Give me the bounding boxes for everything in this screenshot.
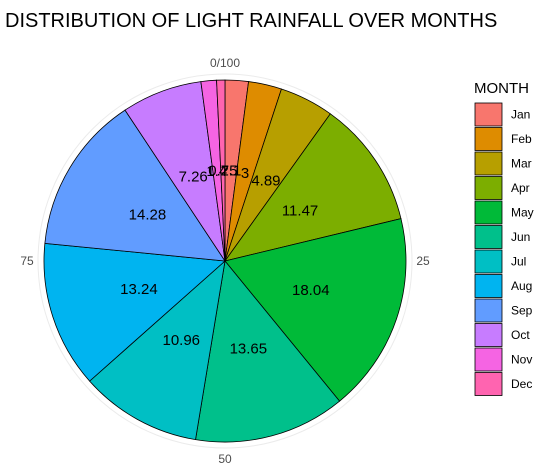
legend-label-aug: Aug: [511, 279, 532, 293]
legend-key-sep: [474, 298, 503, 323]
legend-label-apr: Apr: [511, 181, 530, 195]
legend-label-feb: Feb: [511, 132, 532, 146]
legend-items: Jan Feb Mar Apr May Jun Jul Aug Sep Oct Nov Dec: [474, 102, 534, 396]
data-label-apr: 11.47: [282, 202, 318, 219]
legend-key-nov: [474, 347, 503, 372]
legend-label-may: May: [511, 206, 534, 220]
axis-ticks: 0/100 25 50 75: [20, 56, 430, 466]
pie-slices: [43, 79, 407, 443]
legend-title: MONTH: [474, 80, 529, 97]
pie-slice-apr: [224, 113, 402, 262]
legend-label-jun: Jun: [511, 230, 530, 244]
legend-key-jan: [474, 102, 503, 127]
legend-key-oct: [474, 323, 503, 347]
axis-tick-label: 75: [20, 254, 34, 268]
legend-key-jul: [474, 249, 503, 274]
axis-tick-label: 25: [416, 254, 430, 268]
legend-key-aug: [474, 274, 503, 298]
data-label-aug: 13.24: [120, 281, 158, 298]
pie-slice-aug: [43, 242, 226, 382]
pie-slice-sep: [44, 109, 226, 262]
pie-slice-jul: [89, 259, 226, 441]
legend-label-jan: Jan: [511, 108, 530, 122]
data-label-jan: 2.1: [220, 163, 241, 180]
legend-label-dec: Dec: [511, 377, 532, 391]
legend-key-mar: [474, 151, 503, 176]
legend-label-oct: Oct: [511, 328, 530, 342]
legend-label-jul: Jul: [511, 255, 526, 269]
legend-label-sep: Sep: [511, 304, 533, 318]
axis-tick-label: 0/100: [210, 56, 240, 70]
data-label-oct: 7.26: [179, 168, 208, 185]
legend-key-feb: [474, 127, 503, 151]
data-label-may: 18.04: [292, 282, 330, 299]
legend-label-mar: Mar: [511, 157, 532, 171]
pie-slice-dec: [216, 79, 226, 262]
data-label-sep: 14.28: [129, 206, 167, 223]
data-label-jun: 13.65: [230, 340, 268, 357]
legend-key-may: [474, 200, 503, 225]
legend-label-nov: Nov: [511, 353, 532, 367]
chart-title: DISTRIBUTION OF LIGHT RAINFALL OVER MONT…: [5, 10, 497, 32]
grid-circle: [37, 73, 413, 449]
data-label-nov: 1.4: [206, 163, 227, 180]
legend-key-dec: [474, 372, 503, 396]
data-label-jul: 10.96: [162, 332, 200, 349]
legend-key-apr: [474, 176, 503, 200]
data-label-dec: 0.75: [208, 163, 237, 180]
legend: MONTH Jan Feb Mar Apr May Jun Jul Aug Sep Oct Nov D…: [474, 80, 534, 396]
pie-slice-may: [224, 218, 407, 402]
axis-tick-label: 50: [218, 452, 232, 466]
pie-slice-jun: [195, 260, 341, 443]
legend-key-jun: [474, 225, 503, 249]
data-label-feb: 3: [241, 165, 249, 182]
data-label-mar: 4.89: [251, 172, 280, 189]
